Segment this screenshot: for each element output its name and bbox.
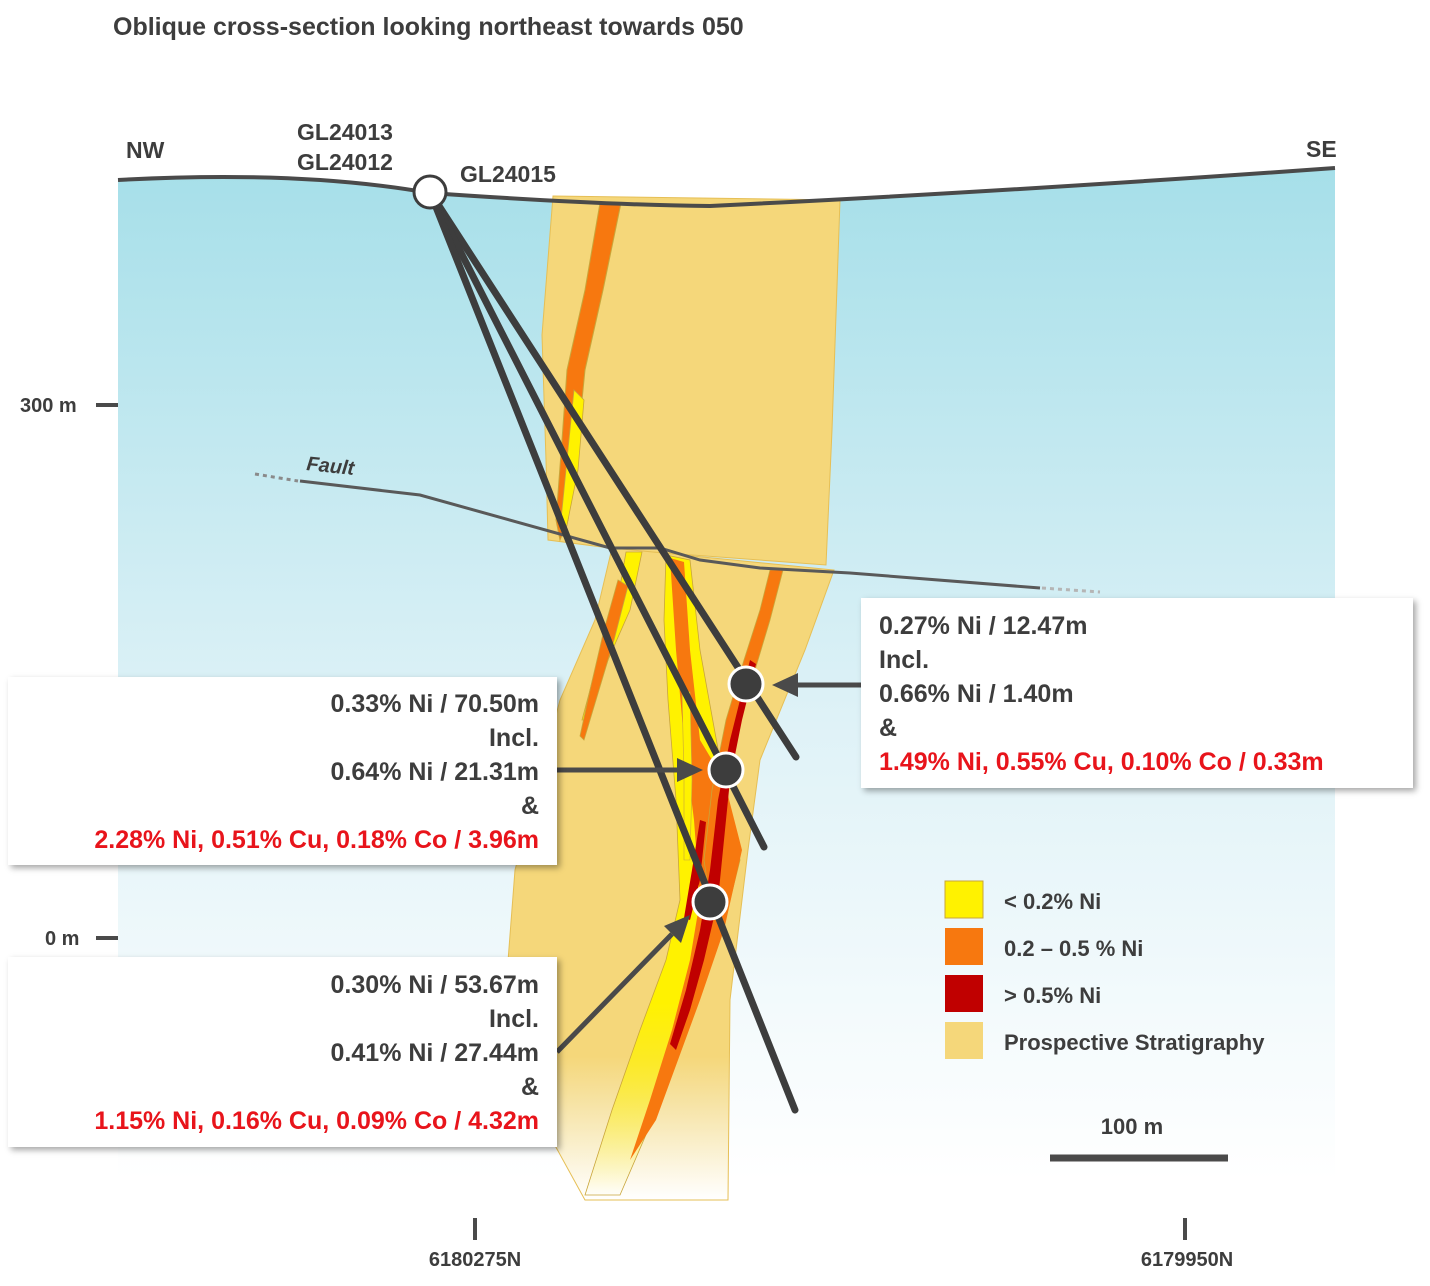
intercept-a-line3: 0.66% Ni / 1.40m [879, 680, 1074, 708]
fault-label: Fault [305, 453, 356, 480]
orientation-se-label: SE [1306, 136, 1337, 162]
page-title: Oblique cross-section looking northeast … [113, 13, 744, 41]
drill-hole-gl24013 [426, 188, 799, 1114]
collar-label-gl24015: GL24015 [460, 161, 556, 187]
northing-label-6180275n: 6180275N [429, 1249, 521, 1271]
orientation-nw-label: NW [126, 137, 165, 163]
legend-swatch-high-ni [945, 975, 983, 1012]
intercept-c-line3: 0.41% Ni / 27.44m [330, 1039, 539, 1067]
intercept-a-line1: 0.27% Ni / 12.47m [879, 612, 1088, 640]
elevation-label-0m: 0 m [45, 928, 79, 950]
legend-swatch-stratigraphy [945, 1022, 983, 1059]
intercept-c-line1: 0.30% Ni / 53.67m [330, 971, 539, 999]
intercept-callout-a: 0.27% Ni / 12.47m Incl. 0.66% Ni / 1.40m… [861, 598, 1413, 788]
elevation-label-300m: 300 m [20, 395, 77, 417]
legend-label-low-ni: < 0.2% Ni [1004, 889, 1101, 914]
legend-label-high-ni: > 0.5% Ni [1004, 983, 1101, 1008]
intercept-b-line3: 0.64% Ni / 21.31m [330, 758, 539, 786]
arrow-intercept-b-head [677, 758, 703, 782]
prospective-stratigraphy-upper [541, 195, 841, 566]
intercept-callout-c: 0.30% Ni / 53.67m Incl. 0.41% Ni / 27.44… [8, 957, 557, 1147]
intercept-marker-a [727, 665, 765, 703]
legend-label-stratigraphy: Prospective Stratigraphy [1004, 1030, 1265, 1055]
intercept-a-line5: 1.49% Ni, 0.55% Cu, 0.10% Co / 0.33m [879, 748, 1324, 776]
intercept-marker-b [707, 751, 745, 789]
intercept-b-line4: & [520, 792, 539, 820]
drill-hole-gl24015 [426, 188, 800, 761]
scale-bar-label: 100 m [1101, 1114, 1163, 1139]
intercept-c-line5: 1.15% Ni, 0.16% Cu, 0.09% Co / 4.32m [94, 1107, 539, 1135]
ni-zone-high-grade-red-2 [684, 820, 706, 920]
intercept-b-line2: Incl. [488, 724, 539, 752]
fault-line [299, 479, 1041, 590]
collar-label-gl24013: GL24013 [297, 119, 393, 145]
legend-swatch-low-ni [944, 880, 984, 919]
legend-label-mid-ni: 0.2 – 0.5 % Ni [1004, 936, 1143, 961]
ground-surface [117, 166, 1336, 209]
intercept-callout-b: 0.33% Ni / 70.50m Incl. 0.64% Ni / 21.31… [8, 677, 557, 865]
intercept-b-line1: 0.33% Ni / 70.50m [330, 690, 539, 718]
arrow-intercept-c-shaft [555, 932, 674, 1054]
northing-label-6179950n: 6179950N [1141, 1249, 1233, 1271]
drill-collar [412, 174, 448, 210]
fault-line-dashed-right [1041, 586, 1101, 594]
drill-hole-gl24012 [426, 188, 768, 851]
intercept-c-line4: & [520, 1073, 539, 1101]
collar-label-gl24012: GL24012 [297, 149, 393, 175]
arrow-intercept-c-head [664, 915, 690, 943]
intercept-a-line2: Incl. [879, 646, 930, 674]
intercept-b-line5: 2.28% Ni, 0.51% Cu, 0.18% Co / 3.96m [94, 826, 539, 854]
arrow-intercept-a-head [772, 673, 798, 697]
intercept-c-line2: Incl. [488, 1005, 539, 1033]
intercept-a-line4: & [879, 714, 898, 742]
intercept-marker-c [691, 883, 729, 921]
legend-swatch-mid-ni [945, 928, 983, 965]
ni-lens-left-orange [579, 579, 629, 741]
